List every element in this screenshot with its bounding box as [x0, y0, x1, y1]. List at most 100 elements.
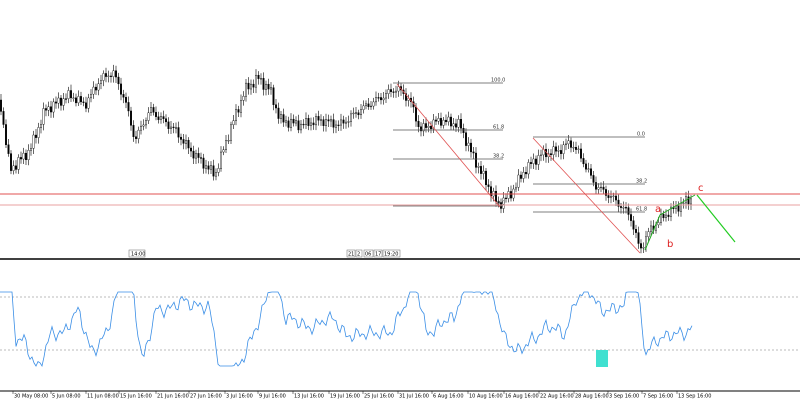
candle [292, 118, 295, 124]
candle [472, 151, 475, 154]
candle [134, 136, 137, 139]
candle [372, 101, 375, 107]
candle [665, 214, 668, 219]
candle [42, 108, 45, 125]
candle [382, 97, 385, 101]
candle [277, 107, 280, 119]
candle [617, 199, 620, 207]
candle [510, 191, 513, 199]
candle [227, 140, 230, 142]
candle [602, 186, 605, 190]
candle [55, 101, 58, 104]
candle [297, 120, 300, 131]
candle [229, 124, 232, 141]
marker: 06 [365, 252, 371, 258]
candle [397, 86, 400, 92]
candle [239, 100, 242, 113]
candle [254, 74, 257, 88]
candle [445, 119, 448, 123]
candle [635, 229, 638, 233]
candle [164, 118, 167, 123]
candle [440, 118, 443, 126]
candle [187, 139, 190, 149]
candle [330, 119, 333, 122]
candle [199, 157, 202, 159]
candle [149, 107, 152, 114]
candle [320, 119, 323, 121]
fib-label: 38.2 [493, 154, 504, 160]
candle [662, 213, 665, 219]
candle [242, 95, 245, 101]
candle [244, 82, 247, 97]
candle [525, 172, 528, 175]
candle [505, 197, 508, 199]
candle [587, 168, 590, 170]
candle [142, 124, 145, 127]
fib-labels: 100.0 61.8 38.2 0.0 0.0 38.2 61.8 [491, 78, 647, 213]
candle [377, 97, 380, 99]
candle [640, 243, 643, 249]
time-label: 25 Jul 16:00 [364, 394, 394, 400]
candle [570, 140, 573, 148]
candle [197, 153, 200, 158]
candle [380, 97, 383, 101]
candle [405, 93, 408, 101]
candle [577, 148, 580, 150]
candle [317, 116, 320, 121]
candle [435, 119, 438, 122]
candle [129, 110, 132, 126]
candle [355, 112, 358, 114]
candle [219, 151, 222, 169]
candle [92, 86, 95, 95]
candle [465, 132, 468, 146]
candle [432, 119, 435, 130]
candle [102, 73, 105, 81]
wave-label: b [667, 239, 673, 250]
time-label: 6 Aug 16:00 [433, 394, 464, 400]
candle [385, 93, 388, 99]
candle [315, 116, 318, 126]
candle [74, 97, 77, 104]
candle [612, 195, 615, 197]
candles [0, 64, 693, 254]
candle [630, 214, 633, 221]
candle [595, 182, 598, 190]
candle [214, 172, 217, 177]
candle [530, 162, 533, 164]
candle [224, 140, 227, 150]
candle [562, 144, 565, 154]
time-label: 13 Sep 16:00 [678, 394, 711, 400]
candle [302, 123, 305, 126]
candle [122, 94, 125, 98]
candle [209, 165, 212, 170]
time-label: 28 Aug 16:00 [575, 394, 609, 400]
candle [690, 198, 693, 205]
candle [682, 202, 685, 204]
time-label: 22 Aug 16:00 [540, 394, 574, 400]
candle [415, 106, 418, 122]
candle [154, 112, 157, 117]
candle [455, 123, 458, 128]
candle [610, 196, 613, 198]
candle [532, 158, 535, 164]
candle [174, 127, 177, 129]
time-label: 31 Jul 16:00 [399, 394, 429, 400]
candle [14, 165, 17, 170]
candle [520, 174, 523, 179]
candle [7, 144, 10, 154]
time-label: 13 Jul 16:00 [294, 394, 324, 400]
candle [82, 101, 85, 103]
candle [367, 103, 370, 107]
candle [647, 231, 650, 238]
candle [249, 83, 252, 90]
candle [32, 134, 35, 149]
rsi-line [0, 291, 693, 368]
candle [167, 121, 170, 129]
candle [487, 184, 490, 187]
candle [687, 196, 690, 205]
candle [637, 232, 640, 244]
candle [50, 106, 53, 113]
candle [312, 122, 315, 126]
